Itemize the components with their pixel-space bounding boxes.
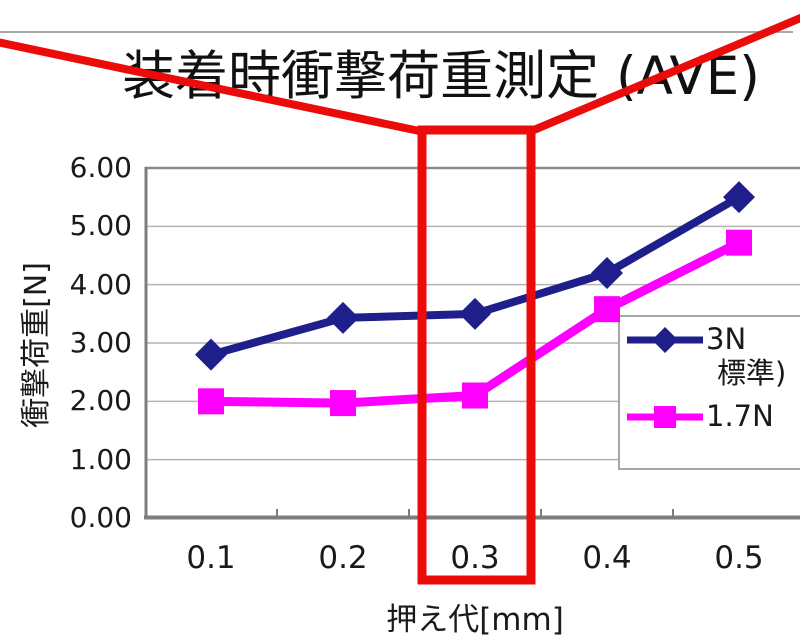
x-tick-label: 0.1: [186, 540, 236, 576]
data-point-diamond: [195, 338, 227, 371]
legend-label-3n: 3N: [706, 322, 747, 356]
data-point-diamond: [591, 257, 623, 289]
x-tick-label: 0.4: [582, 540, 632, 576]
x-tick-label: 0.3: [450, 540, 500, 576]
legend-label-3n-line2: 標準): [717, 356, 787, 390]
x-axis-title: 押え代[mm]: [386, 602, 564, 638]
data-point-square: [594, 296, 620, 323]
legend-label-1-7n: 1.7N: [706, 399, 774, 433]
slide-divider-line: [0, 31, 793, 33]
y-tick-label: 6.00: [69, 151, 132, 184]
chart-legend: 3N 標準) 1.7N: [618, 315, 800, 470]
legend-marker-1-7n: [627, 406, 703, 428]
data-point-square: [726, 229, 752, 256]
data-point-diamond: [459, 297, 491, 330]
y-tick-label: 5.00: [69, 209, 132, 243]
chart-title: 装着時衝撃荷重測定 (AVE): [122, 46, 760, 107]
y-tick-label: 3.00: [69, 326, 132, 359]
legend-marker-3n: [627, 327, 703, 353]
x-tick-label: 0.2: [318, 540, 368, 576]
x-tick-label: 0.5: [714, 540, 764, 576]
y-tick-label: 2.00: [69, 384, 132, 418]
data-point-square: [462, 382, 488, 409]
data-point-square: [330, 390, 356, 417]
y-tick-label: 1.00: [69, 442, 132, 476]
data-point-diamond: [327, 301, 359, 334]
data-point-diamond: [723, 181, 755, 214]
y-tick-label: 0.00: [69, 501, 132, 534]
y-tick-label: 4.00: [69, 267, 132, 301]
highlight-box: [417, 125, 536, 585]
data-point-square: [198, 388, 224, 415]
